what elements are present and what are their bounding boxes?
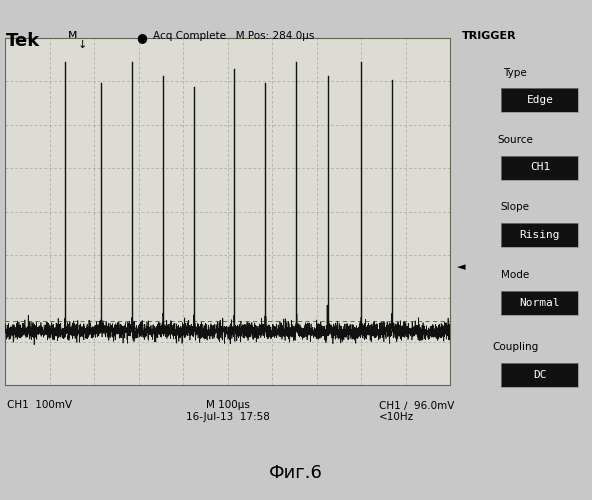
Text: Coupling: Coupling xyxy=(492,342,538,352)
Text: ●: ● xyxy=(136,31,147,44)
Text: Tek: Tek xyxy=(6,32,40,50)
Text: ◄: ◄ xyxy=(457,262,465,272)
Text: CH1: CH1 xyxy=(530,162,550,172)
Text: Mode: Mode xyxy=(501,270,529,280)
Text: TRIGGER: TRIGGER xyxy=(462,31,516,41)
Text: ↓: ↓ xyxy=(78,40,88,50)
Text: Normal: Normal xyxy=(520,298,560,308)
Text: Фиг.6: Фиг.6 xyxy=(269,464,323,481)
Text: Rising: Rising xyxy=(520,230,560,240)
Text: Slope: Slope xyxy=(501,202,529,212)
Text: CH1  100mV: CH1 100mV xyxy=(7,400,72,410)
Text: <10Hz: <10Hz xyxy=(379,412,414,422)
Text: Source: Source xyxy=(497,135,533,145)
Text: Acq Complete   M Pos: 284.0μs: Acq Complete M Pos: 284.0μs xyxy=(153,31,314,41)
Text: Edge: Edge xyxy=(526,95,554,105)
Text: 16-Jul-13  17:58: 16-Jul-13 17:58 xyxy=(186,412,270,422)
Text: Type: Type xyxy=(503,68,527,78)
Text: CH1 ∕  96.0mV: CH1 ∕ 96.0mV xyxy=(379,400,454,410)
Text: ᴍ: ᴍ xyxy=(68,28,78,40)
Text: DC: DC xyxy=(533,370,546,380)
Text: M 100μs: M 100μs xyxy=(206,400,250,410)
